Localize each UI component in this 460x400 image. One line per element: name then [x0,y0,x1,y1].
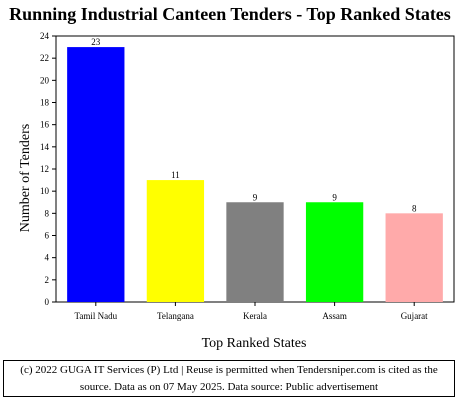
bar-value-label: 9 [253,192,258,202]
y-tick-label: 8 [45,208,50,218]
bar-value-label: 23 [91,37,101,47]
bar-telangana [146,180,205,302]
x-tick-label: Kerala [243,311,267,321]
footer-line-1: (c) 2022 GUGA IT Services (P) Ltd | Reus… [20,364,438,376]
y-tick-label: 20 [40,75,50,85]
y-tick-label: 16 [40,120,50,130]
bars: 23 11 9 9 8 [67,37,443,303]
x-tick-label: Tamil Nadu [74,311,117,321]
y-tick-label: 0 [45,297,50,307]
bar-value-label: 11 [171,170,180,180]
bar-tamil-nadu [67,47,125,303]
y-axis-label: Number of Tenders [18,124,33,232]
bar-kerala [226,202,284,302]
y-tick-label: 24 [40,31,50,41]
y-tick-label: 10 [40,186,50,196]
bar-assam [305,202,364,302]
bar-value-label: 9 [332,192,337,202]
x-tick-label: Assam [322,311,347,321]
y-tick-label: 14 [40,142,50,152]
y-tick-label: 18 [40,98,50,108]
bar-gujarat [385,213,443,302]
y-tick-label: 22 [40,53,49,63]
y-tick-label: 6 [45,231,50,241]
footer-note: (c) 2022 GUGA IT Services (P) Ltd | Reus… [3,360,455,397]
footer-line-2: source. Data as on 07 May 2025. Data sou… [79,381,379,393]
bar-value-label: 8 [412,203,417,213]
x-tick-label: Telangana [157,311,194,321]
y-tick-label: 4 [45,253,50,263]
y-tick-label: 12 [40,164,49,174]
x-axis-label: Top Ranked States [202,336,307,351]
x-tick-label: Gujarat [401,311,428,321]
y-tick-label: 2 [45,275,50,285]
x-axis: Tamil Nadu Telangana Kerala Assam Gujarat [74,302,428,321]
chart-title: Running Industrial Canteen Tenders - Top… [9,4,451,24]
